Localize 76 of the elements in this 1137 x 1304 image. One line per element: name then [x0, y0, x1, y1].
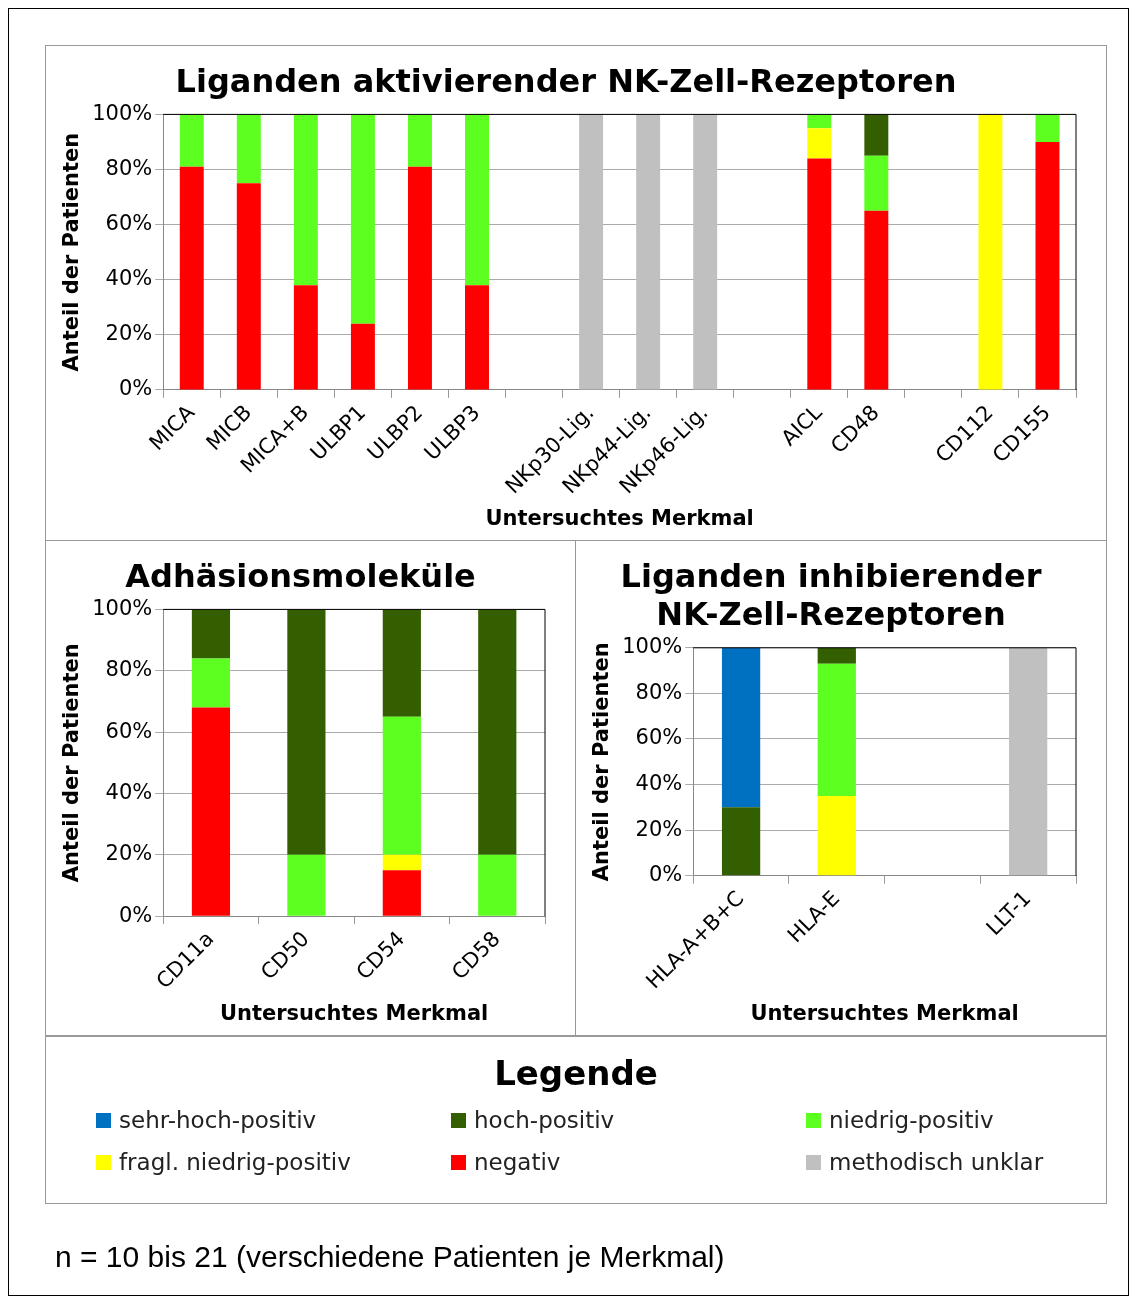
y-tick-label: 40% — [635, 771, 683, 796]
bar — [721, 647, 761, 808]
bar — [864, 155, 889, 211]
y-tick-label: 20% — [635, 816, 683, 841]
y-tick-label: 80% — [105, 657, 153, 682]
y-tick-label: 60% — [635, 725, 683, 750]
y-tick-label: 0% — [118, 376, 153, 401]
y-tick-label: 40% — [105, 779, 153, 804]
y-tick-label: 0% — [648, 862, 683, 887]
bar — [478, 854, 517, 916]
bar — [478, 609, 517, 855]
legend-label: sehr-hoch-positiv — [119, 1107, 317, 1133]
bar — [1035, 141, 1060, 390]
bar — [864, 114, 889, 156]
bar — [817, 663, 856, 796]
bar — [978, 114, 1003, 390]
y-axis-title: Anteil der Patienten — [589, 642, 614, 882]
bar — [179, 166, 204, 390]
x-axis-title: Untersuchtes Merkmal — [219, 1000, 489, 1025]
bar — [191, 609, 231, 659]
chart-title: Liganden inhibierender NK-Zell-Rezeptoren — [620, 556, 1042, 633]
legend-label: negativ — [474, 1149, 561, 1175]
y-tick-label: 80% — [635, 679, 683, 704]
bar — [864, 210, 889, 390]
bar — [407, 114, 432, 167]
y-axis-title: Anteil der Patienten — [59, 132, 84, 372]
bar — [807, 128, 832, 159]
bar — [817, 647, 856, 664]
bar — [579, 114, 604, 390]
bar — [191, 658, 231, 708]
bar — [350, 114, 375, 324]
bar — [465, 285, 489, 390]
y-tick-label: 60% — [105, 211, 153, 236]
bar — [287, 609, 326, 855]
legend-title: Legende — [493, 1053, 659, 1093]
bar — [382, 870, 421, 916]
y-tick-label: 20% — [105, 841, 153, 866]
chart-title: Liganden aktivierender NK-Zell-Rezeptoren — [175, 61, 957, 100]
bar — [407, 166, 432, 390]
bar — [1035, 114, 1060, 142]
bar — [293, 114, 318, 286]
legend-label: methodisch unklar — [829, 1149, 1044, 1175]
bar — [721, 807, 761, 876]
legend-label: fragl. niedrig-positiv — [119, 1149, 351, 1175]
bar — [1009, 647, 1048, 876]
bar — [636, 114, 661, 390]
legend-label: hoch-positiv — [474, 1107, 615, 1133]
bar — [236, 114, 261, 184]
bar — [287, 854, 326, 916]
bar — [465, 114, 489, 286]
y-tick-label: 40% — [105, 266, 153, 291]
bar — [382, 716, 421, 855]
bar — [693, 114, 718, 390]
y-tick-label: 100% — [622, 634, 683, 659]
bar — [807, 114, 832, 129]
bar — [191, 707, 231, 916]
y-tick-label: 100% — [92, 595, 153, 620]
y-tick-label: 100% — [92, 100, 153, 125]
y-tick-label: 0% — [118, 902, 153, 927]
bar — [382, 854, 421, 871]
y-tick-label: 60% — [105, 718, 153, 743]
y-tick-label: 20% — [105, 321, 153, 346]
bar — [293, 285, 318, 390]
y-tick-label: 80% — [105, 155, 153, 180]
x-axis-title: Untersuchtes Merkmal — [750, 1000, 1019, 1025]
text: n = 10 bis 21 (verschiedene Patienten je Merkmal) — [55, 1240, 726, 1274]
y-axis-title: Anteil der Patienten — [59, 643, 84, 883]
bar — [236, 183, 261, 390]
bar — [179, 114, 204, 167]
x-axis-title: Untersuchtes Merkmal — [485, 505, 754, 530]
bar — [382, 609, 421, 717]
bar — [817, 795, 856, 876]
bar — [350, 323, 375, 390]
chart-title: Adhäsionsmoleküle — [125, 556, 476, 595]
bar — [807, 158, 832, 390]
legend-label: niedrig-positiv — [829, 1107, 994, 1133]
